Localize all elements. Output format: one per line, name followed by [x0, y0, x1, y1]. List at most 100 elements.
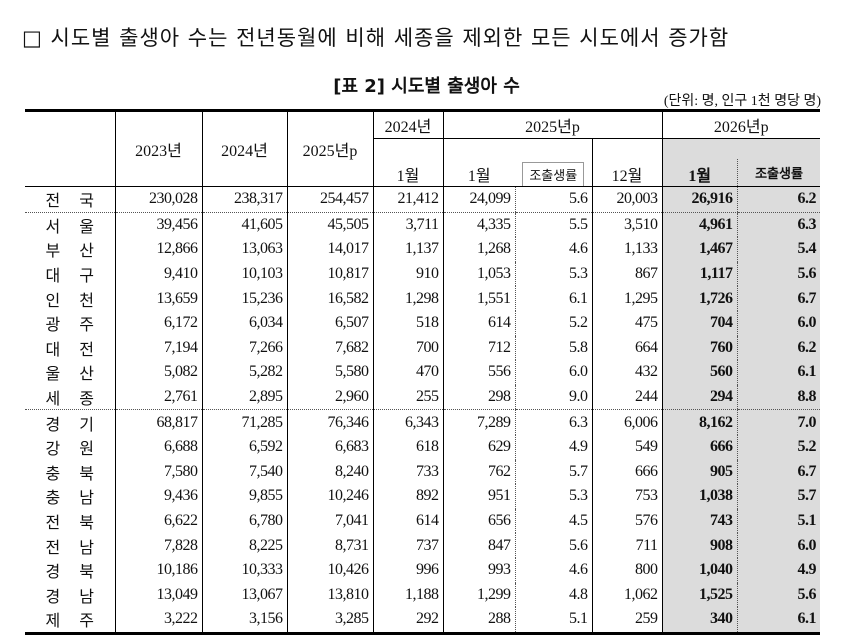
births-2026-jan: 1,038 [661, 484, 737, 509]
births-2023: 68,817 [114, 409, 202, 435]
rate-2025-jan: 5.7 [514, 459, 592, 485]
region-header [25, 109, 116, 187]
births-2025-dec: 20,003 [591, 186, 662, 213]
region: 전 남 [45, 537, 95, 557]
table-row: 울 산 5,082 5,282 5,580 470 556 6.0 432 560 6.1 [25, 360, 820, 385]
region: 경 남 [45, 586, 95, 606]
births-2024: 9,855 [201, 484, 287, 509]
births-2024: 7,540 [201, 459, 287, 485]
births-2024: 7,266 [201, 335, 287, 361]
births-2023: 6,622 [114, 508, 202, 534]
region: 경 북 [45, 562, 95, 582]
births-2024: 5,282 [201, 360, 287, 385]
births-2023: 230,028 [114, 186, 202, 213]
rate-2025-jan: 5.8 [514, 335, 592, 361]
header-2023: 2023년 [114, 109, 203, 187]
births-2024-jan: 292 [372, 607, 443, 635]
births-2026-jan: 1,726 [661, 286, 737, 311]
births-2024: 238,317 [201, 186, 287, 213]
births-2025p: 7,041 [286, 508, 373, 534]
births-2025-dec: 475 [591, 310, 662, 336]
table-row: 전 국 230,028 238,317 254,457 21,412 24,099 5.6 2… [25, 186, 820, 213]
births-2026-jan: 8,162 [661, 409, 737, 435]
rate-2026-jan: 5.7 [736, 484, 820, 509]
header-2024: 2024년 [201, 109, 288, 187]
births-2025-jan: 298 [442, 384, 515, 411]
births-2025p: 8,240 [286, 459, 373, 485]
births-2025-dec: 244 [591, 384, 662, 411]
births-2025-jan: 629 [442, 434, 515, 460]
rate-2026-jan: 4.9 [736, 557, 820, 583]
header-2025-jan: 1월 [442, 138, 515, 187]
births-2025p: 5,580 [286, 360, 373, 385]
rate-2026-jan: 5.1 [736, 508, 820, 534]
births-2024-jan: 1,298 [372, 286, 443, 311]
table-row: 서 울 39,456 41,605 45,505 3,711 4,335 5.5 3,510 4… [25, 212, 820, 238]
rate-2025-jan: 5.3 [514, 261, 592, 287]
region: 제 주 [25, 607, 115, 635]
region: 인 천 [45, 290, 95, 310]
births-2026-jan: 908 [661, 533, 737, 558]
rate-2025-jan: 5.5 [514, 212, 592, 238]
births-2024-jan: 892 [372, 484, 443, 509]
rate-2025-jan: 5.1 [514, 607, 592, 635]
rate-2026-jan: 6.2 [736, 186, 820, 213]
rate-2025-jan: 6.1 [514, 286, 592, 311]
births-2024-jan: 518 [372, 310, 443, 336]
births-2024-jan: 618 [372, 434, 443, 460]
table-row: 경 남 13,049 13,067 13,810 1,188 1,299 4.8 1,062 1… [25, 582, 820, 608]
births-2023: 2,761 [114, 384, 202, 411]
births-2025-dec: 666 [591, 459, 662, 485]
births-2025-jan: 847 [442, 533, 515, 558]
births-2024: 71,285 [201, 409, 287, 435]
rate-2026-jan: 5.4 [736, 237, 820, 262]
births-2024: 8,225 [201, 533, 287, 558]
table-row: 경 북 10,186 10,333 10,426 996 993 4.6 800 1,040 4.… [25, 557, 820, 583]
births-2025p: 14,017 [286, 237, 373, 262]
rate-2026-jan: 7.0 [736, 409, 820, 435]
births-2026-jan: 4,961 [661, 212, 737, 238]
table-row: 충 북 7,580 7,540 8,240 733 762 5.7 666 905 6.7 [25, 459, 820, 485]
births-2024-jan: 733 [372, 459, 443, 485]
group-header-2024: 2024년 [372, 109, 444, 139]
header-2025-rate: 조출생률 [522, 162, 585, 186]
rate-2025-jan: 4.6 [514, 237, 592, 262]
region: 대 전 [45, 339, 95, 359]
rate-2026-jan: 5.2 [736, 434, 820, 460]
births-2024-jan: 996 [372, 557, 443, 583]
births-2025-dec: 6,006 [591, 409, 662, 435]
table-row: 대 전 7,194 7,266 7,682 700 712 5.8 664 760 6.2 [25, 335, 820, 361]
rate-2026-jan: 6.0 [736, 533, 820, 558]
region: 세 종 [25, 384, 115, 411]
births-2024: 2,895 [201, 384, 287, 411]
births-2024-jan: 614 [372, 508, 443, 534]
births-2025-dec: 1,295 [591, 286, 662, 311]
births-2024: 13,063 [201, 237, 287, 262]
births-2025-jan: 993 [442, 557, 515, 583]
table-row: 세 종 2,761 2,895 2,960 255 298 9.0 244 294 8.8 [25, 384, 820, 411]
rate-2025-jan: 6.3 [514, 409, 592, 435]
table-row: 전 남 7,828 8,225 8,731 737 847 5.6 711 908 6.0 [25, 533, 820, 558]
births-2025-dec: 1,133 [591, 237, 662, 262]
rate-2026-jan: 6.1 [736, 607, 820, 635]
births-2026-jan: 760 [661, 335, 737, 361]
rate-2025-jan: 5.2 [514, 310, 592, 336]
births-2025-dec: 1,062 [591, 582, 662, 608]
region: 강 원 [45, 439, 95, 459]
births-2023: 39,456 [114, 212, 202, 238]
births-2024-jan: 737 [372, 533, 443, 558]
unit-note: (단위: 명, 인구 1천 명당 명) [663, 94, 821, 109]
births-2024: 13,067 [201, 582, 287, 608]
header-2025-dec: 12월 [591, 138, 663, 187]
rate-2026-jan: 6.2 [736, 335, 820, 361]
births-2024: 15,236 [201, 286, 287, 311]
rate-2026-jan: 6.0 [736, 310, 820, 336]
header-2026-rate: 조출생률 [737, 159, 820, 186]
births-2025-jan: 1,053 [442, 261, 515, 287]
region: 충 남 [45, 488, 95, 508]
births-2024-jan: 700 [372, 335, 443, 361]
births-2025-dec: 576 [591, 508, 662, 534]
births-2025-jan: 1,268 [442, 237, 515, 262]
births-2024-jan: 470 [372, 360, 443, 385]
births-2025p: 6,507 [286, 310, 373, 336]
